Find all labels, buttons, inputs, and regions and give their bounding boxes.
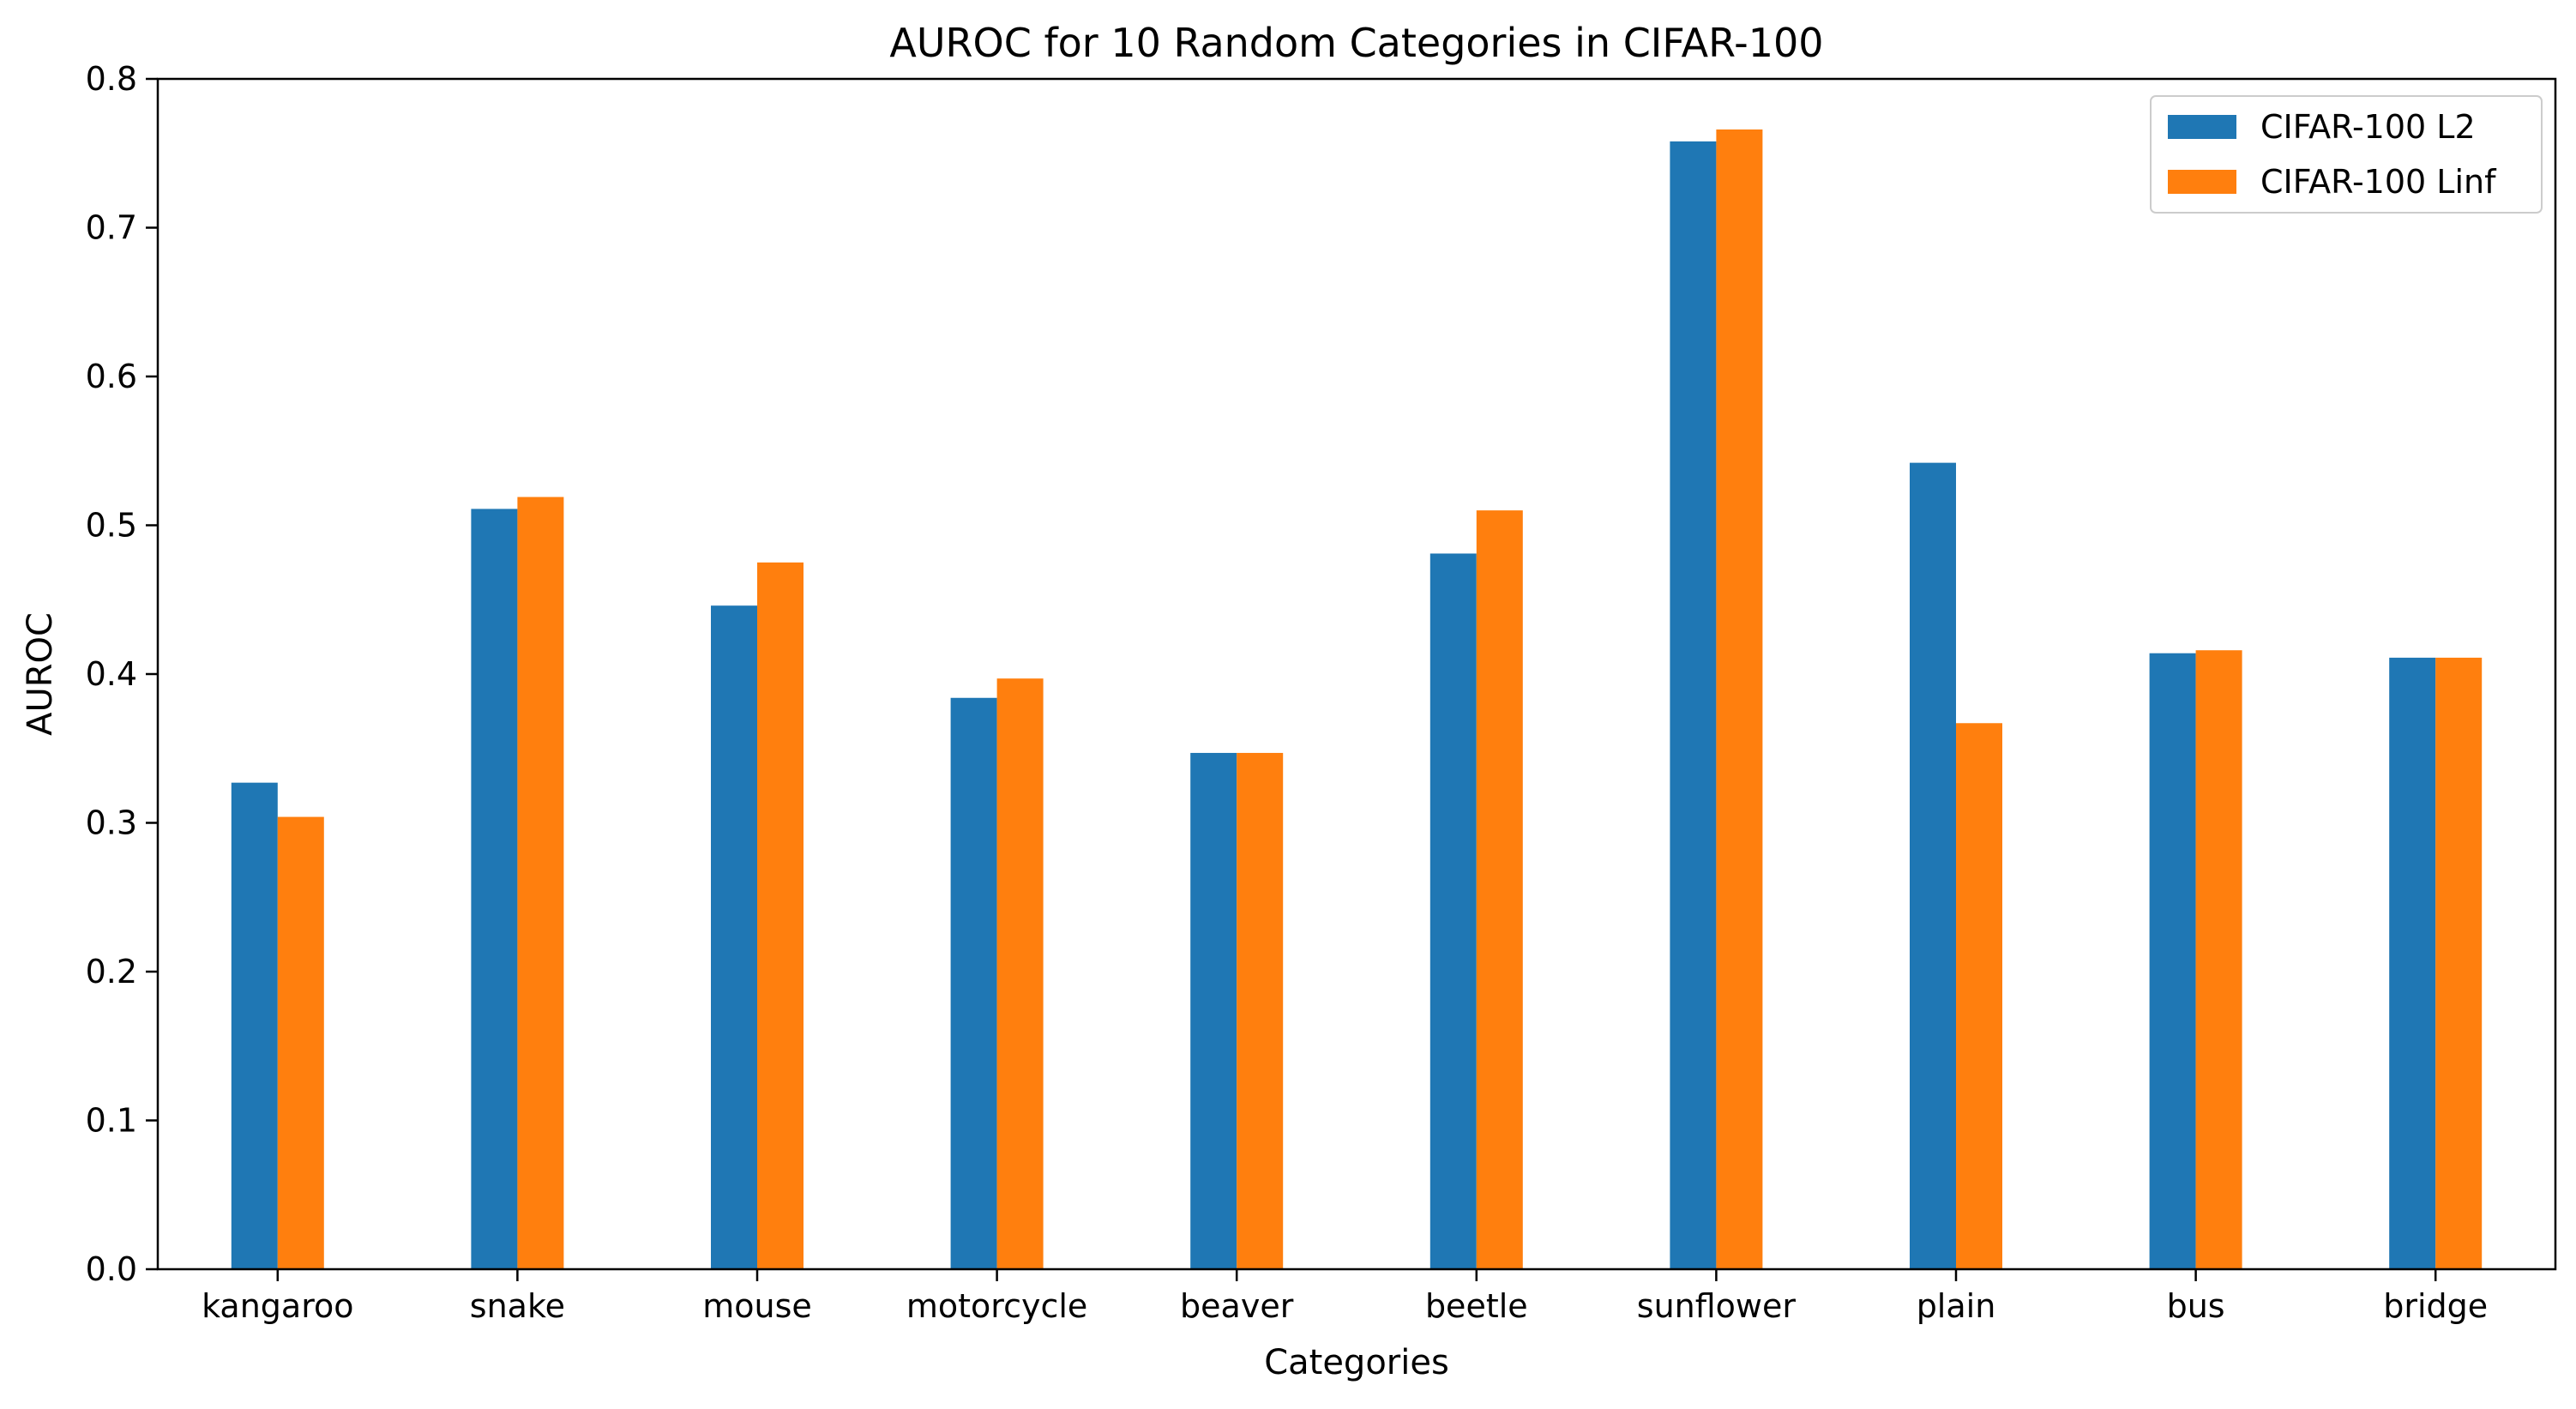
- bar-motorcycle-linf: [996, 678, 1044, 1269]
- bar-bus-linf: [2195, 650, 2242, 1269]
- y-tick-label: 0.3: [86, 804, 137, 842]
- x-tick-label-motorcycle: motorcycle: [906, 1287, 1087, 1325]
- legend: CIFAR-100 L2 CIFAR-100 Linf: [2150, 95, 2543, 214]
- bar-snake-l2: [471, 509, 518, 1269]
- y-tick-label: 0.7: [86, 209, 137, 247]
- bar-beetle-l2: [1429, 553, 1477, 1269]
- bar-motorcycle-l2: [950, 697, 997, 1269]
- legend-items: CIFAR-100 L2 CIFAR-100 Linf: [2168, 108, 2497, 201]
- x-tick-label-bridge: bridge: [2383, 1287, 2488, 1325]
- bar-bridge-l2: [2389, 657, 2436, 1269]
- x-tick-label-beetle: beetle: [1425, 1287, 1528, 1325]
- x-tick-label-kangaroo: kangaroo: [202, 1287, 353, 1325]
- x-tick-label-snake: snake: [470, 1287, 565, 1325]
- bar-plain-linf: [1956, 723, 2002, 1269]
- bar-snake-linf: [517, 497, 564, 1269]
- y-tick-label: 0.0: [86, 1250, 137, 1288]
- legend-label-l2: CIFAR-100 L2: [2260, 108, 2476, 146]
- x-axis-label: Categories: [1264, 1343, 1449, 1382]
- legend-swatch-l2: [2168, 115, 2236, 139]
- bars-layer: [231, 129, 2483, 1270]
- bar-bridge-linf: [2435, 657, 2483, 1269]
- y-tick-label: 0.8: [86, 60, 137, 98]
- x-tick-label-bus: bus: [2167, 1287, 2225, 1325]
- bar-kangaroo-linf: [277, 816, 324, 1269]
- x-tick-label-plain: plain: [1917, 1287, 1996, 1325]
- bar-beaver-l2: [1190, 752, 1237, 1269]
- legend-swatch-linf: [2168, 170, 2236, 194]
- y-tick-label: 0.1: [86, 1102, 137, 1140]
- y-tick-label: 0.5: [86, 507, 137, 545]
- bar-kangaroo-l2: [231, 782, 278, 1269]
- legend-box: [2150, 95, 2543, 214]
- bar-mouse-linf: [757, 562, 803, 1269]
- bar-sunflower-l2: [1670, 141, 1717, 1269]
- bar-mouse-l2: [711, 605, 757, 1269]
- y-tick-label: 0.4: [86, 655, 137, 693]
- y-axis-label: AUROC: [21, 612, 60, 736]
- bar-plain-l2: [1910, 462, 1956, 1269]
- y-tick-label: 0.2: [86, 953, 137, 991]
- bar-beaver-linf: [1237, 752, 1284, 1269]
- x-tick-label-mouse: mouse: [702, 1287, 812, 1325]
- x-tick-label-beaver: beaver: [1180, 1287, 1294, 1325]
- y-tick-label: 0.6: [86, 358, 137, 395]
- bar-beetle-linf: [1476, 510, 1523, 1269]
- chart-title: AUROC for 10 Random Categories in CIFAR-…: [889, 20, 1823, 66]
- x-tick-label-sunflower: sunflower: [1637, 1287, 1797, 1325]
- x-axis-ticks: kangaroo snake mouse motorcycle beaver beetle…: [202, 1269, 2488, 1325]
- bar-sunflower-linf: [1716, 129, 1763, 1270]
- bar-bus-l2: [2149, 653, 2196, 1269]
- legend-label-linf: CIFAR-100 Linf: [2260, 163, 2497, 201]
- y-axis-ticks: 0.0 0.1 0.2 0.3 0.4 0.5 0.6 0.7 0.8: [86, 60, 158, 1288]
